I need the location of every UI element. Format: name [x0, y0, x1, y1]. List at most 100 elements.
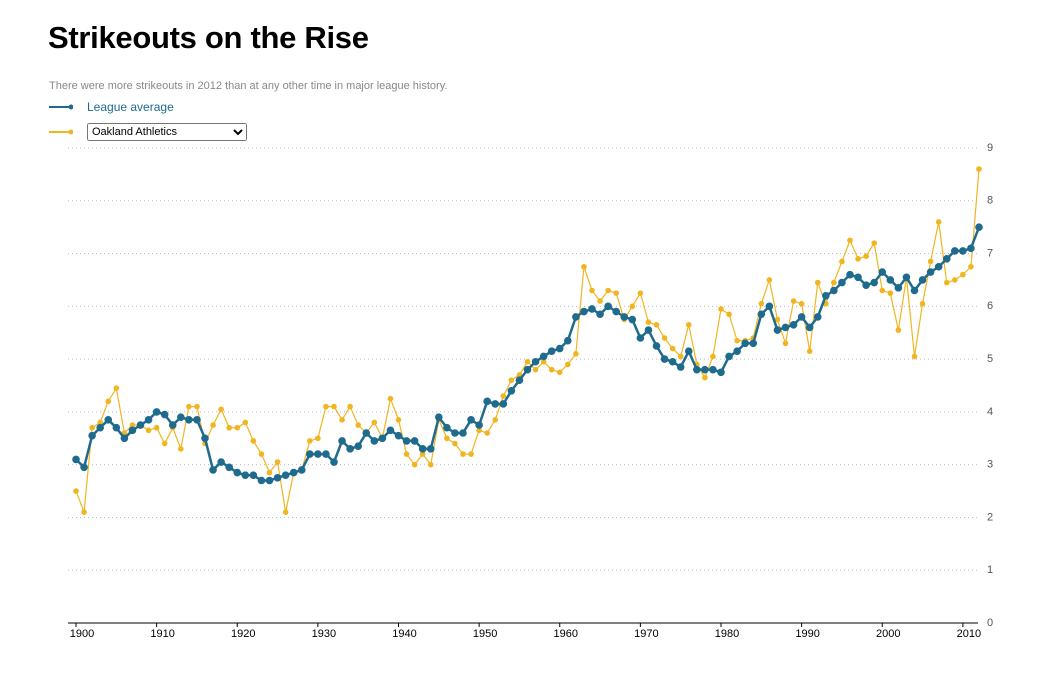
data-point: [531, 357, 540, 366]
data-point: [234, 424, 241, 431]
data-point: [862, 281, 870, 290]
legend-swatch: [49, 129, 73, 135]
data-point: [903, 274, 910, 281]
data-point: [137, 422, 144, 428]
data-point: [733, 347, 741, 355]
data-point: [185, 416, 193, 424]
data-point: [81, 509, 87, 515]
data-point: [355, 422, 361, 428]
data-point: [73, 488, 79, 494]
data-point: [241, 471, 250, 480]
data-point: [153, 424, 160, 431]
data-point: [709, 365, 717, 374]
data-point: [201, 434, 209, 443]
data-point: [152, 408, 161, 416]
legend-label: League average: [87, 100, 174, 114]
data-point: [467, 416, 475, 424]
data-point: [226, 424, 232, 431]
data-point: [734, 337, 740, 344]
data-point: [281, 471, 290, 480]
data-point: [160, 410, 169, 419]
data-point: [104, 416, 113, 424]
data-point: [89, 424, 95, 431]
data-point: [516, 372, 523, 378]
data-point: [669, 345, 676, 352]
data-point: [402, 437, 411, 445]
data-point: [218, 406, 224, 413]
y-tick-label: 4: [987, 406, 993, 418]
data-point: [830, 286, 838, 295]
x-tick-label: 1960: [554, 628, 578, 640]
data-point: [694, 361, 700, 368]
data-point: [839, 258, 845, 265]
data-point: [871, 240, 877, 246]
data-point: [129, 422, 136, 428]
data-point: [419, 451, 426, 457]
x-tick-label: 1980: [715, 628, 739, 640]
data-point: [128, 426, 137, 435]
data-point: [838, 278, 846, 287]
data-point: [572, 313, 580, 321]
data-point: [233, 468, 242, 477]
data-point: [757, 310, 766, 319]
data-point: [371, 419, 378, 426]
data-point: [661, 335, 668, 341]
data-point: [644, 326, 653, 334]
data-point: [676, 363, 685, 371]
data-point: [847, 237, 853, 244]
data-point: [265, 476, 274, 485]
data-point: [902, 273, 911, 282]
data-point: [935, 219, 942, 225]
data-point: [854, 273, 862, 282]
data-point: [725, 352, 733, 361]
data-point: [919, 300, 926, 307]
legend-entry: League average: [49, 100, 174, 114]
data-point: [395, 417, 402, 423]
data-point: [613, 290, 619, 296]
data-point: [605, 287, 611, 294]
data-point: [492, 417, 499, 423]
data-point: [178, 446, 184, 452]
data-point: [629, 303, 636, 310]
data-point: [427, 461, 434, 468]
data-point: [959, 247, 967, 255]
data-point: [468, 451, 474, 457]
y-tick-label: 6: [987, 300, 993, 312]
series-line: [75, 226, 981, 482]
data-point: [210, 422, 216, 428]
y-tick-label: 3: [987, 459, 993, 471]
chart-title: Strikeouts on the Rise: [48, 20, 369, 55]
data-point: [282, 509, 289, 515]
data-point: [80, 463, 88, 472]
data-point: [217, 458, 225, 466]
data-point: [88, 431, 96, 440]
data-point: [331, 403, 337, 410]
data-point: [597, 298, 603, 304]
data-point: [250, 438, 257, 444]
data-point: [483, 397, 491, 406]
data-point: [500, 393, 507, 399]
team-select[interactable]: Oakland Athletics: [87, 123, 247, 141]
data-point: [926, 268, 935, 276]
data-point: [863, 253, 869, 259]
data-point: [484, 430, 490, 436]
data-point: [532, 366, 539, 373]
data-point: [459, 429, 467, 437]
data-point: [444, 435, 450, 442]
data-point: [249, 471, 258, 480]
x-tick-label: 1970: [634, 628, 658, 640]
data-point: [717, 368, 725, 377]
data-point: [169, 424, 176, 431]
data-point: [508, 377, 515, 384]
x-tick-label: 1900: [70, 628, 94, 640]
data-point: [749, 339, 758, 348]
legend-entry: Oakland Athletics: [49, 123, 247, 141]
data-point: [886, 276, 895, 284]
data-point: [168, 421, 177, 429]
data-point: [773, 326, 782, 334]
data-point: [346, 445, 354, 453]
y-tick-label: 7: [987, 247, 993, 259]
data-point: [741, 339, 749, 348]
data-point: [387, 395, 394, 402]
data-point: [314, 450, 322, 458]
